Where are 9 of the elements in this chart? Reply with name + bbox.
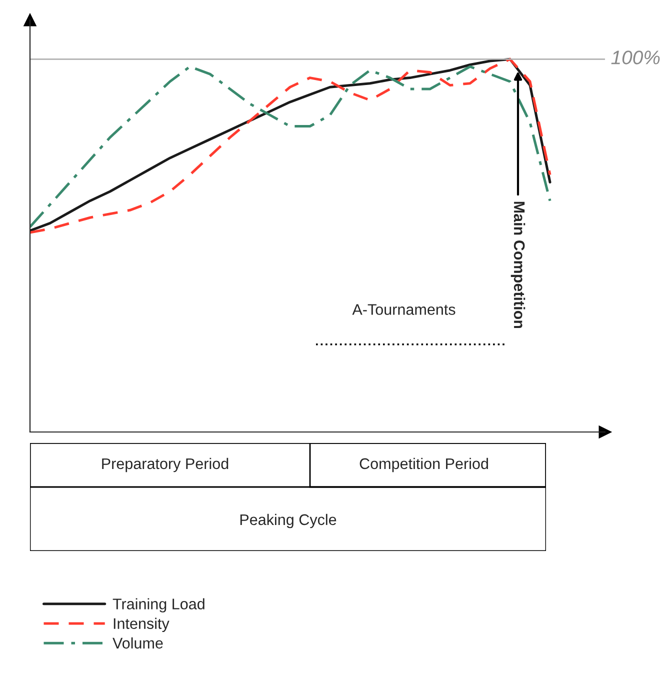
legend-label: Training Load bbox=[112, 598, 204, 612]
text: Peaking Cycle bbox=[240, 514, 336, 528]
text: Preparatory Period bbox=[102, 458, 228, 472]
legend-label: Intensity bbox=[114, 618, 170, 632]
legend-label: Volume bbox=[112, 637, 163, 649]
annotation: Main Competition bbox=[510, 202, 526, 328]
annotation: A-Tournaments bbox=[352, 304, 456, 315]
text: Competition Period bbox=[360, 458, 488, 472]
ref-line-label: 100% bbox=[611, 50, 660, 64]
